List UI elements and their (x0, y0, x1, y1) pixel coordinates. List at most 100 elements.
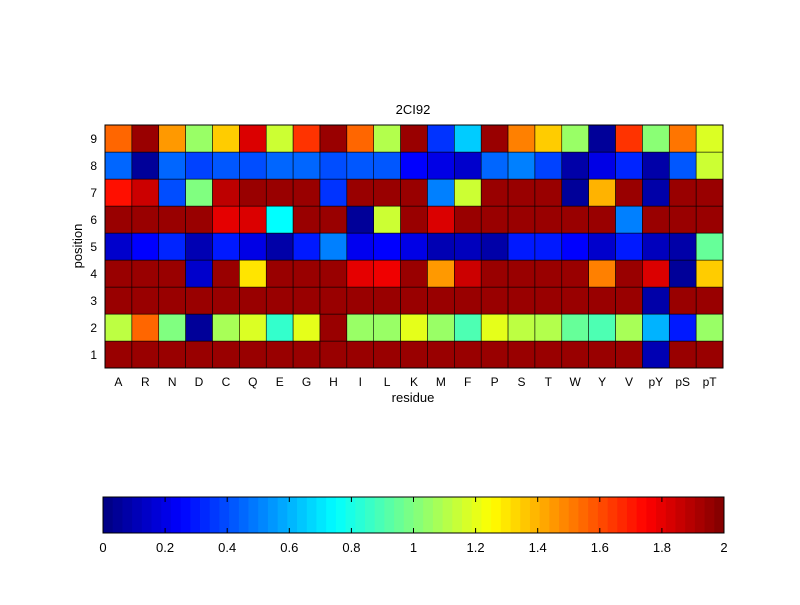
heatmap-cell (185, 259, 213, 288)
heatmap-cell (507, 313, 536, 342)
heatmap-cell (400, 205, 428, 234)
heatmap-cell (453, 340, 482, 369)
heatmap-cell (158, 151, 187, 180)
heatmap-cell (373, 313, 401, 342)
x-tick-label: D (195, 375, 204, 389)
x-tick-label: S (517, 375, 525, 389)
heatmap-cell (400, 313, 428, 342)
heatmap-cell (615, 286, 643, 315)
heatmap-cell (668, 205, 697, 234)
heatmap-cell (561, 124, 590, 153)
y-tick-label: 4 (90, 267, 97, 281)
heatmap-cell (642, 205, 670, 234)
colorbar-segment (132, 497, 143, 533)
heatmap-cell (588, 124, 616, 153)
heatmap-cell (400, 286, 428, 315)
colorbar-segment (714, 497, 725, 533)
x-tick-label: F (464, 375, 471, 389)
heatmap-cell (534, 340, 563, 369)
heatmap-cell (239, 259, 267, 288)
x-tick-label: Q (248, 375, 257, 389)
heatmap-cell (265, 340, 294, 369)
heatmap-cell (292, 124, 321, 153)
heatmap-cell (534, 259, 563, 288)
heatmap-cell (453, 124, 482, 153)
heatmap-cell (588, 313, 616, 342)
heatmap-cell (427, 205, 455, 234)
x-tick-label: pS (675, 375, 690, 389)
x-tick-label: I (359, 375, 362, 389)
colorbar-segment (462, 497, 473, 533)
heatmap-cell (131, 259, 160, 288)
heatmap-cell (319, 151, 348, 180)
colorbar-segment (626, 497, 638, 533)
colorbar-segment (432, 497, 444, 533)
colorbar-segment (597, 497, 608, 533)
heatmap-cell (346, 286, 375, 315)
colorbar-segment (122, 497, 133, 533)
x-tick-label: M (436, 375, 446, 389)
heatmap-cell (292, 259, 321, 288)
heatmap-cell (265, 178, 294, 207)
colorbar-segment (520, 497, 531, 533)
colorbar-segment (500, 497, 511, 533)
x-tick-label: E (276, 375, 284, 389)
heatmap-cell (158, 205, 187, 234)
colorbar-tick-label: 0.6 (280, 540, 298, 555)
heatmap-cell (427, 232, 455, 261)
x-tick-label: V (625, 375, 633, 389)
colorbar-segment (248, 497, 259, 533)
x-tick-label: T (545, 375, 553, 389)
colorbar-segment (355, 497, 366, 533)
heatmap-cell (427, 151, 455, 180)
colorbar-segment (170, 497, 182, 533)
heatmap-cell (427, 313, 455, 342)
colorbar-segment (704, 497, 715, 533)
heatmap-cell (400, 151, 428, 180)
heatmap-cell (695, 151, 724, 180)
heatmap-cell (185, 313, 213, 342)
heatmap-cell (212, 340, 240, 369)
heatmap-cell (104, 340, 133, 369)
heatmap-cell (212, 286, 240, 315)
heatmap-cell (373, 205, 401, 234)
heatmap-cell (239, 232, 267, 261)
heatmap-cell (615, 151, 643, 180)
heatmap-cell (292, 340, 321, 369)
heatmap-cell (239, 340, 267, 369)
heatmap-cell (104, 313, 133, 342)
heatmap-cell (507, 205, 536, 234)
heatmap-cell (588, 259, 616, 288)
heatmap-cell (319, 340, 348, 369)
heatmap-cell (158, 178, 187, 207)
heatmap-cell (507, 259, 536, 288)
heatmap-cell (373, 259, 401, 288)
heatmap-cell (185, 178, 213, 207)
heatmap-cell (346, 124, 375, 153)
heatmap-cell (534, 151, 563, 180)
heatmap-cell (104, 124, 133, 153)
heatmap-cell (346, 151, 375, 180)
heatmap-cell (319, 313, 348, 342)
colorbar-tick-label: 1 (410, 540, 417, 555)
heatmap-cell (588, 232, 616, 261)
colorbar-segment (646, 497, 657, 533)
x-axis-label: residue (392, 390, 435, 405)
colorbar-segment (685, 497, 696, 533)
colorbar-segment (229, 497, 240, 533)
colorbar-segment (510, 497, 521, 533)
heatmap-cell (265, 151, 294, 180)
heatmap-cell (561, 286, 590, 315)
heatmap-cell (319, 259, 348, 288)
heatmap-cell (239, 124, 267, 153)
heatmap-cell (668, 232, 697, 261)
heatmap-cell (212, 259, 240, 288)
heatmap-cell (185, 124, 213, 153)
x-tick-label: P (491, 375, 499, 389)
heatmap-cell (131, 232, 160, 261)
heatmap-cell (131, 124, 160, 153)
heatmap-cell (507, 232, 536, 261)
heatmap-cell (104, 286, 133, 315)
heatmap-cell (104, 151, 133, 180)
heatmap-cell (480, 259, 509, 288)
